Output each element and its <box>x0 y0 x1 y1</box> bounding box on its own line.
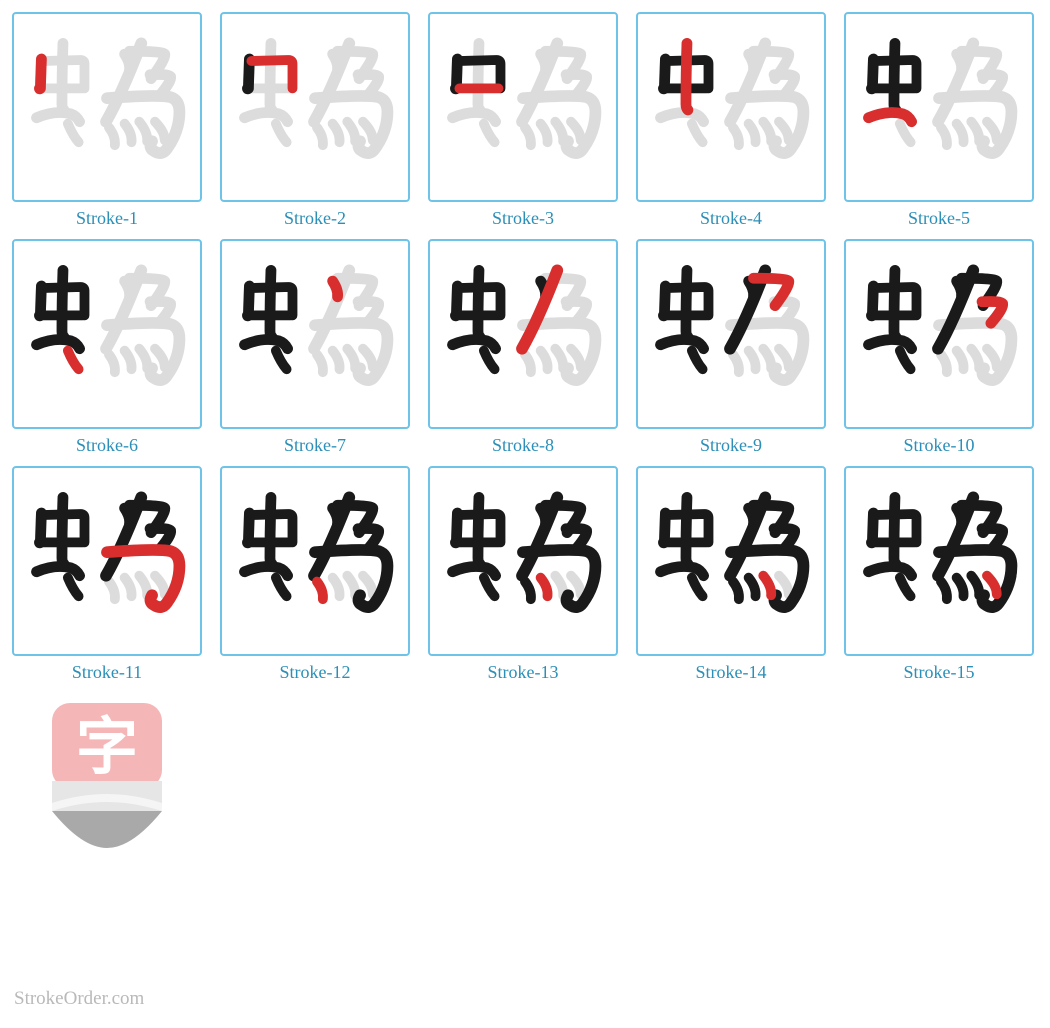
stroke-caption: Stroke-3 <box>492 208 554 229</box>
stroke-caption: Stroke-6 <box>76 435 138 456</box>
watermark-text: StrokeOrder.com <box>14 988 144 1010</box>
stroke-cell: Stroke-1 <box>12 12 202 229</box>
stroke-cell: Stroke-2 <box>220 12 410 229</box>
stroke-cell: Stroke-7 <box>220 239 410 456</box>
stroke-caption: Stroke-9 <box>700 435 762 456</box>
stroke-cell: Stroke-8 <box>428 239 618 456</box>
stroke-caption: Stroke-11 <box>72 662 142 683</box>
stroke-cell: Stroke-5 <box>844 12 1034 229</box>
stroke-caption: Stroke-7 <box>284 435 346 456</box>
stroke-tile <box>844 12 1034 202</box>
stroke-caption: Stroke-1 <box>76 208 138 229</box>
stroke-tile <box>428 12 618 202</box>
stroke-cell: Stroke-10 <box>844 239 1034 456</box>
stroke-tile <box>12 12 202 202</box>
stroke-tile <box>12 466 202 656</box>
stroke-tile <box>636 239 826 429</box>
stroke-tile <box>220 12 410 202</box>
logo-cell: 字 <box>12 693 202 853</box>
stroke-tile <box>12 239 202 429</box>
stroke-tile <box>220 466 410 656</box>
stroke-tile <box>636 12 826 202</box>
stroke-caption: Stroke-8 <box>492 435 554 456</box>
stroke-cell: Stroke-11 <box>12 466 202 683</box>
stroke-cell: Stroke-3 <box>428 12 618 229</box>
stroke-cell: Stroke-6 <box>12 239 202 456</box>
stroke-caption: Stroke-12 <box>280 662 351 683</box>
stroke-cell: Stroke-4 <box>636 12 826 229</box>
site-logo-icon: 字 <box>42 703 172 853</box>
stroke-tile <box>844 239 1034 429</box>
stroke-cell: Stroke-12 <box>220 466 410 683</box>
stroke-tile <box>428 239 618 429</box>
stroke-caption: Stroke-15 <box>904 662 975 683</box>
stroke-caption: Stroke-5 <box>908 208 970 229</box>
stroke-cell: Stroke-14 <box>636 466 826 683</box>
stroke-caption: Stroke-4 <box>700 208 762 229</box>
stroke-tile <box>428 466 618 656</box>
svg-text:字: 字 <box>76 713 138 782</box>
stroke-caption: Stroke-10 <box>904 435 975 456</box>
stroke-tile <box>636 466 826 656</box>
stroke-cell: Stroke-13 <box>428 466 618 683</box>
stroke-cell: Stroke-9 <box>636 239 826 456</box>
stroke-tile <box>844 466 1034 656</box>
stroke-caption: Stroke-2 <box>284 208 346 229</box>
stroke-cell: Stroke-15 <box>844 466 1034 683</box>
stroke-caption: Stroke-14 <box>696 662 767 683</box>
stroke-tile <box>220 239 410 429</box>
stroke-caption: Stroke-13 <box>488 662 559 683</box>
